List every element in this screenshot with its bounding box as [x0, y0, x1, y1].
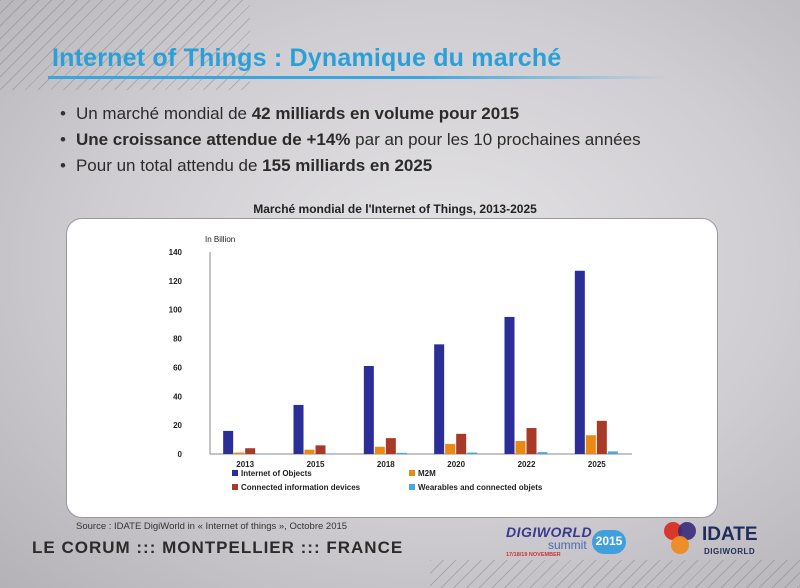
- bar: [326, 453, 337, 454]
- digiworld-logo-text: DIGIWORLD: [506, 524, 593, 540]
- bar: [385, 438, 396, 454]
- bullet-item: Un marché mondial de 42 milliards en vol…: [60, 104, 641, 124]
- legend-label: Wearables and connected objets: [418, 483, 543, 492]
- x-tick-label: 2015: [307, 460, 325, 469]
- legend-label: Connected information devices: [241, 483, 361, 492]
- legend-swatch: [232, 470, 238, 476]
- digiworld-dates: 17/18/19 NOVEMBER: [506, 552, 561, 558]
- y-tick-label: 120: [169, 277, 183, 286]
- y-tick-label: 80: [173, 335, 182, 344]
- bar: [315, 445, 326, 454]
- bottom-right-hatch-decoration: [430, 560, 800, 588]
- digiworld-year: 2015: [595, 534, 623, 548]
- y-tick-label: 140: [169, 248, 183, 257]
- title-underline: [48, 76, 668, 79]
- legend-swatch: [232, 484, 238, 490]
- bar: [467, 452, 478, 454]
- bar: [293, 404, 304, 454]
- legend-swatch: [409, 470, 415, 476]
- bullet-item: Une croissance attendue de +14% par an p…: [60, 130, 641, 150]
- digiworld-summit-text: summit: [548, 538, 587, 552]
- digiworld-summit-logo: DIGIWORLD summit 2015 17/18/19 NOVEMBER: [500, 518, 630, 564]
- bar: [434, 344, 445, 454]
- legend-label: M2M: [418, 469, 436, 478]
- source-note: Source : IDATE DigiWorld in « Internet o…: [76, 521, 348, 532]
- bar: [304, 449, 315, 454]
- top-left-hatch-decoration: [0, 0, 250, 90]
- x-tick-label: 2022: [518, 460, 536, 469]
- bar-chart: 0 20 40 60 80 100 120 140 In Billion 2013 2015 2018…: [169, 235, 632, 492]
- idate-logo-subtext: DIGIWORLD: [704, 547, 756, 556]
- y-tick-label: 40: [173, 392, 182, 401]
- bar: [256, 453, 267, 455]
- legend-swatch: [409, 484, 415, 490]
- bar: [574, 270, 585, 454]
- y-axis-label: In Billion: [205, 235, 235, 244]
- x-tick-label: 2025: [588, 460, 606, 469]
- y-tick-label: 0: [178, 450, 183, 459]
- bullet-text: Un marché mondial de: [75, 104, 252, 123]
- chart-frame: 0 20 40 60 80 100 120 140 In Billion 2013 2015 2018…: [66, 218, 718, 518]
- x-tick-label: 2018: [377, 460, 395, 469]
- bar: [504, 316, 515, 454]
- bullet-list: Un marché mondial de 42 milliards en vol…: [60, 104, 641, 182]
- bar: [607, 451, 618, 454]
- x-tick-label: 2020: [447, 460, 465, 469]
- bullet-item: Pour un total attendu de 155 milliards e…: [60, 156, 641, 176]
- bar: [245, 448, 256, 454]
- bar: [445, 443, 456, 454]
- bar: [596, 420, 607, 454]
- digiworld-year-badge: 2015: [592, 530, 626, 554]
- bar: [234, 452, 245, 454]
- bar: [585, 435, 596, 454]
- bar: [396, 452, 407, 454]
- chart-title: Marché mondial de l'Internet of Things, …: [253, 202, 537, 216]
- slide-title: Internet of Things : Dynamique du marché: [52, 44, 562, 72]
- legend-label: Internet of Objects: [241, 469, 312, 478]
- y-tick-label: 100: [169, 306, 183, 315]
- y-tick-label: 60: [173, 363, 182, 372]
- bar: [374, 446, 385, 454]
- bar: [537, 452, 548, 454]
- bullet-bold-text: Une croissance attendue de +14%: [75, 130, 351, 149]
- bullet-bold-text: 42 milliards en volume pour 2015: [251, 104, 520, 123]
- x-tick-label: 2013: [236, 460, 254, 469]
- bullet-text: Pour un total attendu de: [75, 156, 263, 175]
- idate-logo-text: IDATE: [702, 524, 758, 545]
- bar: [526, 428, 537, 454]
- idate-dots-icon: [660, 520, 700, 560]
- y-tick-label: 20: [173, 421, 182, 430]
- bar: [223, 430, 234, 454]
- bullet-text: par an pour les 10 prochaines années: [350, 130, 641, 149]
- idate-logo: IDATE DIGIWORLD: [660, 518, 780, 564]
- bar: [515, 441, 526, 454]
- bar: [363, 365, 374, 454]
- footer-venue: LE CORUM ::: MONTPELLIER ::: FRANCE: [32, 538, 404, 557]
- bar: [456, 433, 467, 454]
- bullet-bold-text: 155 milliards en 2025: [262, 156, 433, 175]
